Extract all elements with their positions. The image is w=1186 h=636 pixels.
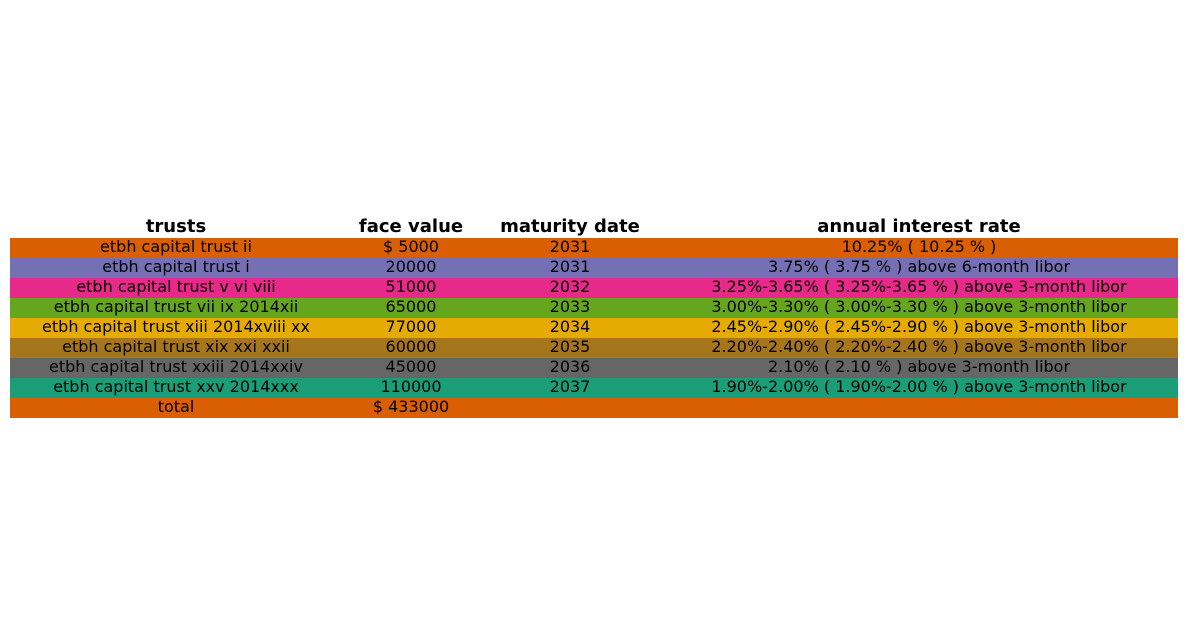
table-cell-annual-interest-rate: 3.00%-3.30% ( 3.00%-3.30 % ) above 3-mon… [711,298,1127,316]
table-cell-face-value: 60000 [385,338,437,356]
table-cell-face-value: 45000 [385,358,437,376]
table-row: etbh capital trust v vi viii 51000 2032 3.2… [10,278,1178,298]
table-cell-trust: etbh capital trust i [102,258,250,276]
table-cell-trust: etbh capital trust vii ix 2014xii [53,298,299,316]
table-cell-face-value: 51000 [385,278,437,296]
table-row: etbh capital trust vii ix 2014xii 65000 20… [10,298,1178,318]
table-cell-trust: etbh capital trust xxv 2014xxx [53,378,299,396]
table-cell-face-value: 65000 [385,298,437,316]
table-cell-maturity-date: 2036 [549,358,591,376]
table-cell-annual-interest-rate: 10.25% ( 10.25 % ) [841,238,997,256]
table-cell-trust: etbh capital trust ii [100,238,252,256]
table-body: etbh capital trust ii $ 5000 2031 10.25% ( … [10,238,1178,418]
table-cell-maturity-date: 2033 [549,298,591,316]
table-cell-annual-interest-rate: 2.45%-2.90% ( 2.45%-2.90 % ) above 3-mon… [711,318,1127,336]
table-cell-maturity-date: 2034 [549,318,591,336]
table-cell-trust: etbh capital trust v vi viii [76,278,276,296]
table-cell-trust: etbh capital trust xxiii 2014xxiv [49,358,303,376]
table-cell-face-value: 20000 [385,258,437,276]
table-row: etbh capital trust xix xxi xxii 60000 2035… [10,338,1178,358]
table-cell-annual-interest-rate [660,398,1178,418]
table-cell-face-value: 110000 [380,378,442,396]
table-cell-face-value: $ 433000 [372,398,450,416]
table-cell-annual-interest-rate: 3.75% ( 3.75 % ) above 6-month libor [767,258,1071,276]
column-header-maturity-date: maturity date [500,216,640,237]
table-header-row: trusts face value maturity date annual i… [10,216,1178,238]
table-cell-face-value: $ 5000 [383,238,439,256]
table-cell-maturity-date [480,398,660,418]
table-cell-annual-interest-rate: 3.25%-3.65% ( 3.25%-3.65 % ) above 3-mon… [711,278,1127,296]
table-row: etbh capital trust xxv 2014xxx 110000 2037… [10,378,1178,398]
table-cell-maturity-date: 2031 [549,258,591,276]
table-cell-trust: total [157,398,195,416]
table-row: etbh capital trust xiii 2014xviii xx 7700… [10,318,1178,338]
data-table: trusts face value maturity date annual i… [10,216,1178,418]
table-cell-maturity-date: 2032 [549,278,591,296]
table-cell-trust: etbh capital trust xix xxi xxii [62,338,290,356]
table-row: etbh capital trust ii $ 5000 2031 10.25% ( … [10,238,1178,258]
column-header-trusts: trusts [145,216,207,237]
table-cell-annual-interest-rate: 2.10% ( 2.10 % ) above 3-month libor [767,358,1071,376]
table-row: total $ 433000 [10,398,1178,418]
table-cell-maturity-date: 2035 [549,338,591,356]
table-cell-maturity-date: 2037 [549,378,591,396]
column-header-annual-interest-rate: annual interest rate [817,216,1021,237]
column-header-face-value: face value [358,216,464,237]
table-cell-annual-interest-rate: 1.90%-2.00% ( 1.90%-2.00 % ) above 3-mon… [711,378,1127,396]
table-cell-annual-interest-rate: 2.20%-2.40% ( 2.20%-2.40 % ) above 3-mon… [711,338,1127,356]
table-row: etbh capital trust xxiii 2014xxiv 45000 20… [10,358,1178,378]
table-cell-face-value: 77000 [385,318,437,336]
table-cell-trust: etbh capital trust xiii 2014xviii xx [42,318,310,336]
table-cell-maturity-date: 2031 [549,238,591,256]
table-row: etbh capital trust i 20000 2031 3.75% ( 3.7… [10,258,1178,278]
